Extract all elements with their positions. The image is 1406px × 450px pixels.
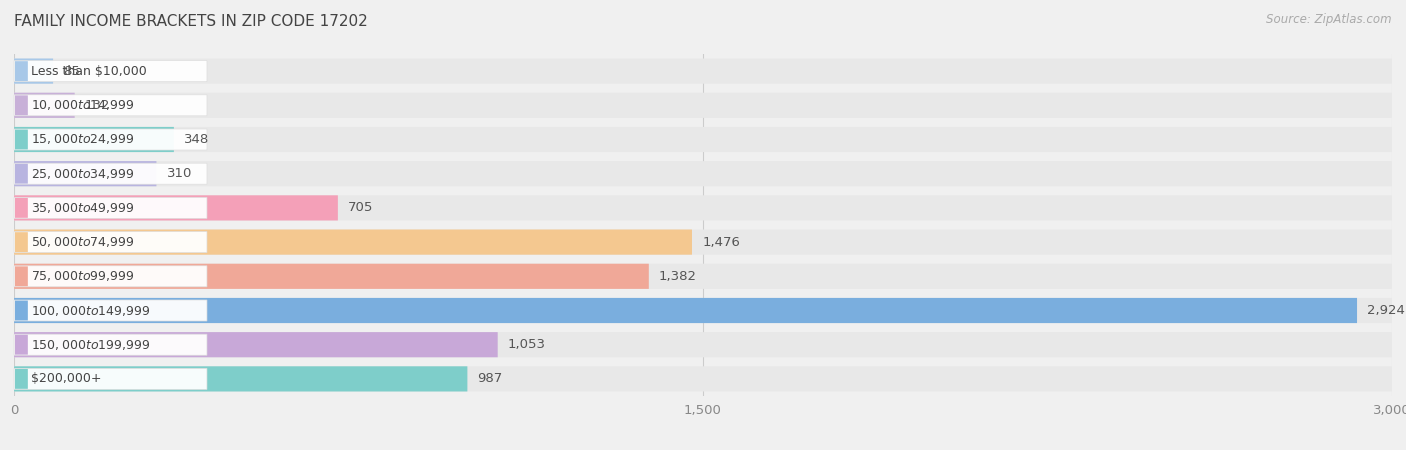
- FancyBboxPatch shape: [14, 58, 53, 84]
- FancyBboxPatch shape: [14, 232, 207, 252]
- Text: $150,000 to $199,999: $150,000 to $199,999: [31, 338, 150, 352]
- FancyBboxPatch shape: [14, 61, 207, 81]
- FancyBboxPatch shape: [14, 161, 1392, 186]
- Text: 85: 85: [63, 65, 80, 77]
- FancyBboxPatch shape: [14, 93, 75, 118]
- FancyBboxPatch shape: [14, 129, 207, 150]
- FancyBboxPatch shape: [15, 198, 28, 218]
- Text: Less than $10,000: Less than $10,000: [31, 65, 146, 77]
- Text: $10,000 to $14,999: $10,000 to $14,999: [31, 98, 134, 112]
- FancyBboxPatch shape: [14, 332, 1392, 357]
- Text: $35,000 to $49,999: $35,000 to $49,999: [31, 201, 134, 215]
- FancyBboxPatch shape: [14, 163, 207, 184]
- Text: 310: 310: [166, 167, 193, 180]
- Text: 1,382: 1,382: [659, 270, 697, 283]
- FancyBboxPatch shape: [14, 198, 207, 218]
- FancyBboxPatch shape: [14, 195, 1392, 220]
- FancyBboxPatch shape: [14, 58, 1392, 84]
- Text: 2,924: 2,924: [1367, 304, 1405, 317]
- Text: FAMILY INCOME BRACKETS IN ZIP CODE 17202: FAMILY INCOME BRACKETS IN ZIP CODE 17202: [14, 14, 368, 28]
- FancyBboxPatch shape: [14, 127, 174, 152]
- FancyBboxPatch shape: [15, 95, 28, 115]
- FancyBboxPatch shape: [14, 264, 648, 289]
- Text: 705: 705: [347, 202, 374, 214]
- Text: Source: ZipAtlas.com: Source: ZipAtlas.com: [1267, 14, 1392, 27]
- FancyBboxPatch shape: [15, 232, 28, 252]
- FancyBboxPatch shape: [14, 93, 1392, 118]
- FancyBboxPatch shape: [14, 300, 207, 321]
- FancyBboxPatch shape: [14, 95, 207, 116]
- FancyBboxPatch shape: [14, 230, 1392, 255]
- Text: $100,000 to $149,999: $100,000 to $149,999: [31, 303, 150, 318]
- FancyBboxPatch shape: [14, 266, 207, 287]
- FancyBboxPatch shape: [14, 298, 1392, 323]
- Text: $200,000+: $200,000+: [31, 373, 101, 385]
- Text: 987: 987: [478, 373, 503, 385]
- FancyBboxPatch shape: [14, 334, 207, 355]
- FancyBboxPatch shape: [15, 335, 28, 355]
- FancyBboxPatch shape: [14, 366, 467, 392]
- Text: $75,000 to $99,999: $75,000 to $99,999: [31, 269, 134, 284]
- FancyBboxPatch shape: [14, 127, 1392, 152]
- FancyBboxPatch shape: [14, 369, 207, 389]
- Text: 348: 348: [184, 133, 209, 146]
- FancyBboxPatch shape: [15, 369, 28, 389]
- Text: $25,000 to $34,999: $25,000 to $34,999: [31, 166, 134, 181]
- FancyBboxPatch shape: [15, 301, 28, 320]
- FancyBboxPatch shape: [14, 332, 498, 357]
- FancyBboxPatch shape: [15, 266, 28, 286]
- Text: 132: 132: [84, 99, 110, 112]
- FancyBboxPatch shape: [15, 61, 28, 81]
- FancyBboxPatch shape: [14, 366, 1392, 392]
- FancyBboxPatch shape: [15, 130, 28, 149]
- FancyBboxPatch shape: [14, 195, 337, 220]
- FancyBboxPatch shape: [14, 230, 692, 255]
- FancyBboxPatch shape: [15, 164, 28, 184]
- Text: $50,000 to $74,999: $50,000 to $74,999: [31, 235, 134, 249]
- FancyBboxPatch shape: [14, 298, 1357, 323]
- FancyBboxPatch shape: [14, 264, 1392, 289]
- FancyBboxPatch shape: [14, 161, 156, 186]
- Text: $15,000 to $24,999: $15,000 to $24,999: [31, 132, 134, 147]
- Text: 1,476: 1,476: [702, 236, 740, 248]
- Text: 1,053: 1,053: [508, 338, 546, 351]
